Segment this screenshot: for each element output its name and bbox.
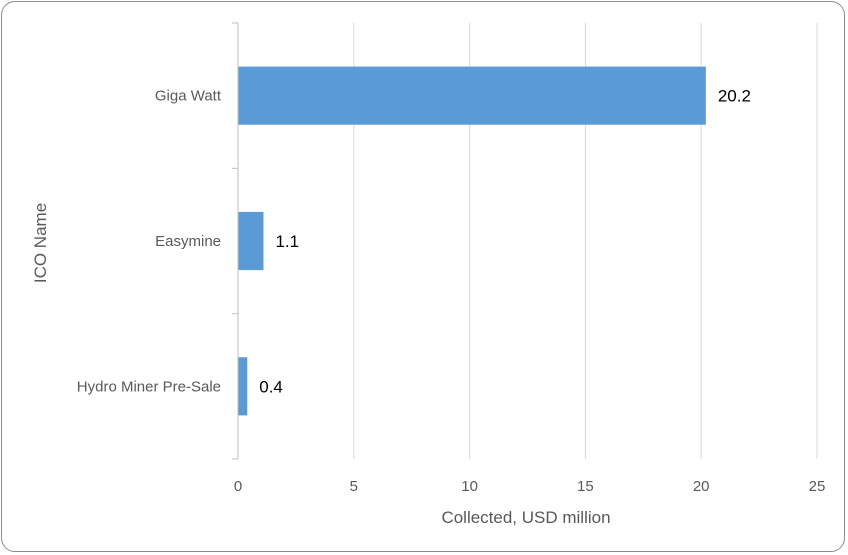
x-tick-label-25: 25 [809,478,826,495]
category-label-2: Hydro Miner Pre-Sale [77,378,221,395]
data-label-1: 1.1 [275,232,299,251]
x-tick-label-10: 10 [461,478,478,495]
x-tick-label-0: 0 [234,478,242,495]
bar-0 [238,66,706,125]
bars [238,66,706,416]
data-label-2: 0.4 [259,377,283,396]
x-tick-label-5: 5 [350,478,358,495]
category-label-1: Easymine [155,233,221,250]
y-axis-title: ICO Name [31,203,50,283]
x-tick-label-15: 15 [577,478,594,495]
data-labels: 20.2 1.1 0.4 [259,87,751,397]
x-axis-title: Collected, USD million [441,508,610,527]
category-label-0: Giga Watt [155,88,222,105]
bar-1 [238,211,264,271]
data-label-0: 20.2 [718,87,751,106]
category-axis [232,22,239,460]
category-labels: Giga Watt Easymine Hydro Miner Pre-Sale [77,88,222,396]
x-tick-labels: 0 5 10 15 20 25 [234,478,826,495]
x-tick-label-20: 20 [693,478,710,495]
bar-2 [238,357,248,416]
